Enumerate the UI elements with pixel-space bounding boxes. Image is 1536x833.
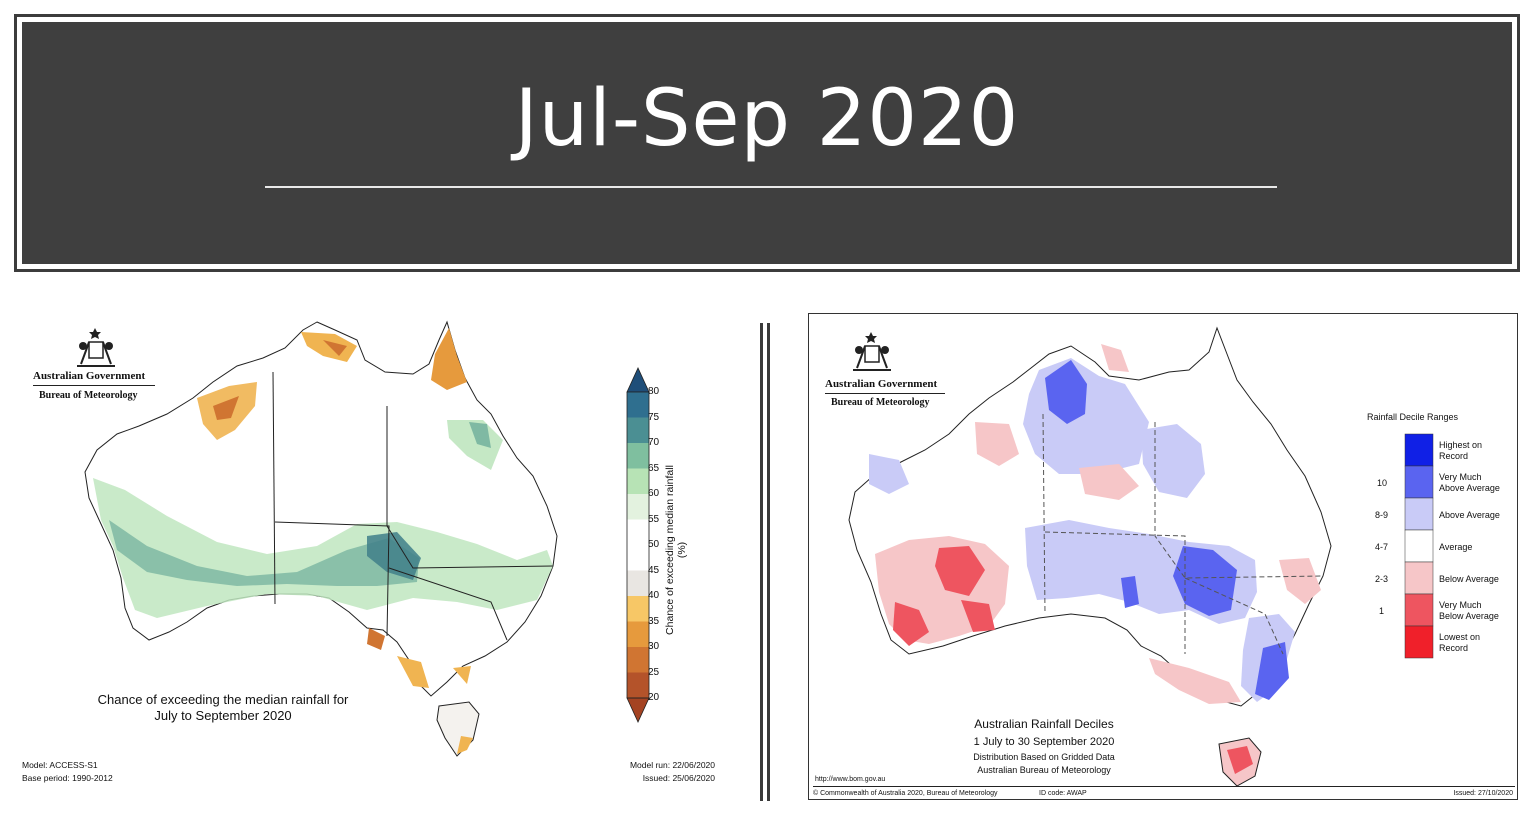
colorbar-tick: 50: [648, 539, 660, 550]
panel-divider-right: [767, 323, 770, 801]
legend-decile: 1: [1379, 606, 1385, 616]
agency-name: Australian Government: [33, 370, 146, 382]
colorbar-tick: 40: [648, 590, 660, 601]
legend-title: Rainfall Decile Ranges: [1367, 412, 1459, 422]
model-name: Model: ACCESS-S1: [22, 760, 98, 770]
rainfall-deciles-map: Australian Government Bureau of Meteorol…: [808, 313, 1518, 800]
very-much-below-average-region: [893, 602, 929, 646]
legend-decile: 8-9: [1375, 510, 1389, 520]
deciles-map-graphic: [848, 326, 1434, 787]
very-much-above-average-region: [1045, 360, 1087, 424]
issued-date: Issued: 25/06/2020: [642, 773, 715, 783]
state-borders: [272, 371, 554, 641]
colorbar-tick: 70: [648, 437, 660, 448]
colorbar-tick: 25: [648, 667, 660, 678]
legend-item: Very Much Below Average: [1439, 600, 1499, 621]
colorbar-tick: 75: [648, 412, 660, 423]
colorbar-tick: 80: [648, 386, 660, 397]
outlook-map-graphic: [77, 320, 650, 757]
deciles-caption-title: Australian Rainfall Deciles: [974, 717, 1114, 731]
legend-item: Very Much Above Average: [1439, 472, 1500, 493]
deciles-caption-source: Australian Bureau of Meteorology: [977, 765, 1111, 775]
colorbar-tick: 20: [648, 692, 660, 703]
colorbar-tick: 30: [648, 641, 660, 652]
wet-outlook-region: [93, 478, 553, 618]
rainfall-outlook-map: Australian Government Bureau of Meteorol…: [17, 310, 733, 790]
legend-item: Lowest on Record: [1439, 632, 1481, 653]
legend-item: Above Average: [1439, 510, 1500, 520]
coat-of-arms-icon: [77, 328, 115, 367]
legend-decile: 4-7: [1375, 542, 1389, 552]
coat-of-arms-icon: [853, 332, 891, 371]
colorbar-tick: 65: [648, 463, 660, 474]
colorbar-tick: 60: [648, 488, 660, 499]
deciles-caption-note: Distribution Based on Gridded Data: [973, 752, 1115, 762]
deciles-caption-period: 1 July to 30 September 2020: [973, 736, 1115, 748]
colorbar: [626, 367, 650, 723]
slide-title: Jul-Sep 2020: [514, 74, 1020, 164]
id-code: ID code: AWAP: [1039, 790, 1087, 797]
footer-rule: [813, 786, 1515, 787]
agency-bureau: Bureau of Meteorology: [39, 390, 138, 401]
outlook-caption-line2: July to September 2020: [154, 708, 292, 723]
copyright: © Commonwealth of Australia 2020, Bureau…: [813, 790, 998, 797]
legend-decile: 10: [1377, 478, 1388, 488]
state-borders: [1042, 413, 1324, 655]
colorbar-label: Chance of exceeding median rainfall (%): [664, 465, 688, 635]
agency-divider: [33, 385, 155, 386]
agency-divider: [825, 393, 945, 394]
legend-item: Highest on Record: [1439, 440, 1483, 461]
colorbar-tick: 35: [648, 616, 660, 627]
decile-legend-swatches: [1404, 433, 1434, 659]
panel-divider-left: [760, 323, 763, 801]
issued-date: Issued: 27/10/2020: [1453, 790, 1513, 797]
outlook-caption-line1: Chance of exceeding the median rainfall …: [97, 692, 349, 707]
colorbar-tick: 45: [648, 565, 660, 576]
tasmania: [436, 701, 480, 757]
agency-bureau: Bureau of Meteorology: [831, 397, 930, 408]
bom-url: http://www.bom.gov.au: [815, 776, 886, 783]
title-underline: [265, 186, 1277, 188]
very-wet-outlook-region: [109, 520, 419, 586]
legend-decile: 2-3: [1375, 574, 1389, 584]
colorbar-tick: 55: [648, 514, 660, 525]
agency-name: Australian Government: [825, 378, 938, 390]
title-banner: Jul-Sep 2020: [14, 14, 1520, 272]
base-period: Base period: 1990-2012: [22, 773, 113, 783]
legend-item: Below Average: [1439, 574, 1499, 584]
title-banner-background: Jul-Sep 2020: [22, 22, 1512, 264]
model-run-date: Model run: 22/06/2020: [629, 760, 715, 770]
legend-item: Average: [1439, 542, 1473, 552]
